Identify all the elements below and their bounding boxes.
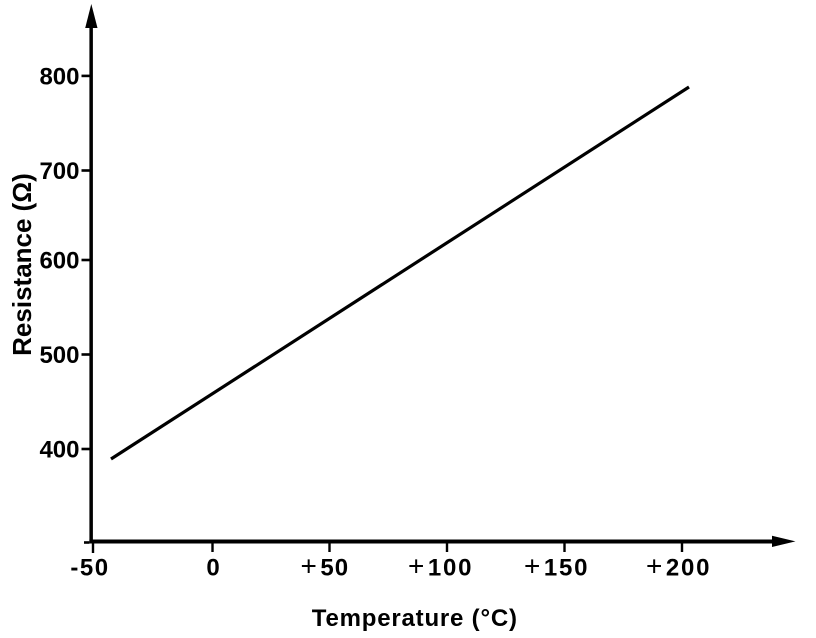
svg-text:500: 500: [39, 342, 79, 369]
svg-text:+200: +200: [646, 551, 711, 582]
svg-text:Resistance (Ω): Resistance (Ω): [7, 173, 37, 356]
svg-text:+50: +50: [301, 551, 350, 582]
svg-text:+100: +100: [408, 551, 473, 582]
svg-text:+150: +150: [524, 551, 589, 582]
svg-text:600: 600: [39, 248, 79, 275]
svg-text:800: 800: [39, 64, 79, 91]
svg-text:-50: -50: [70, 555, 109, 582]
svg-text:0: 0: [206, 555, 219, 582]
svg-text:Temperature (°C): Temperature (°C): [312, 605, 518, 632]
svg-text:400: 400: [39, 437, 79, 464]
svg-text:700: 700: [39, 158, 79, 185]
